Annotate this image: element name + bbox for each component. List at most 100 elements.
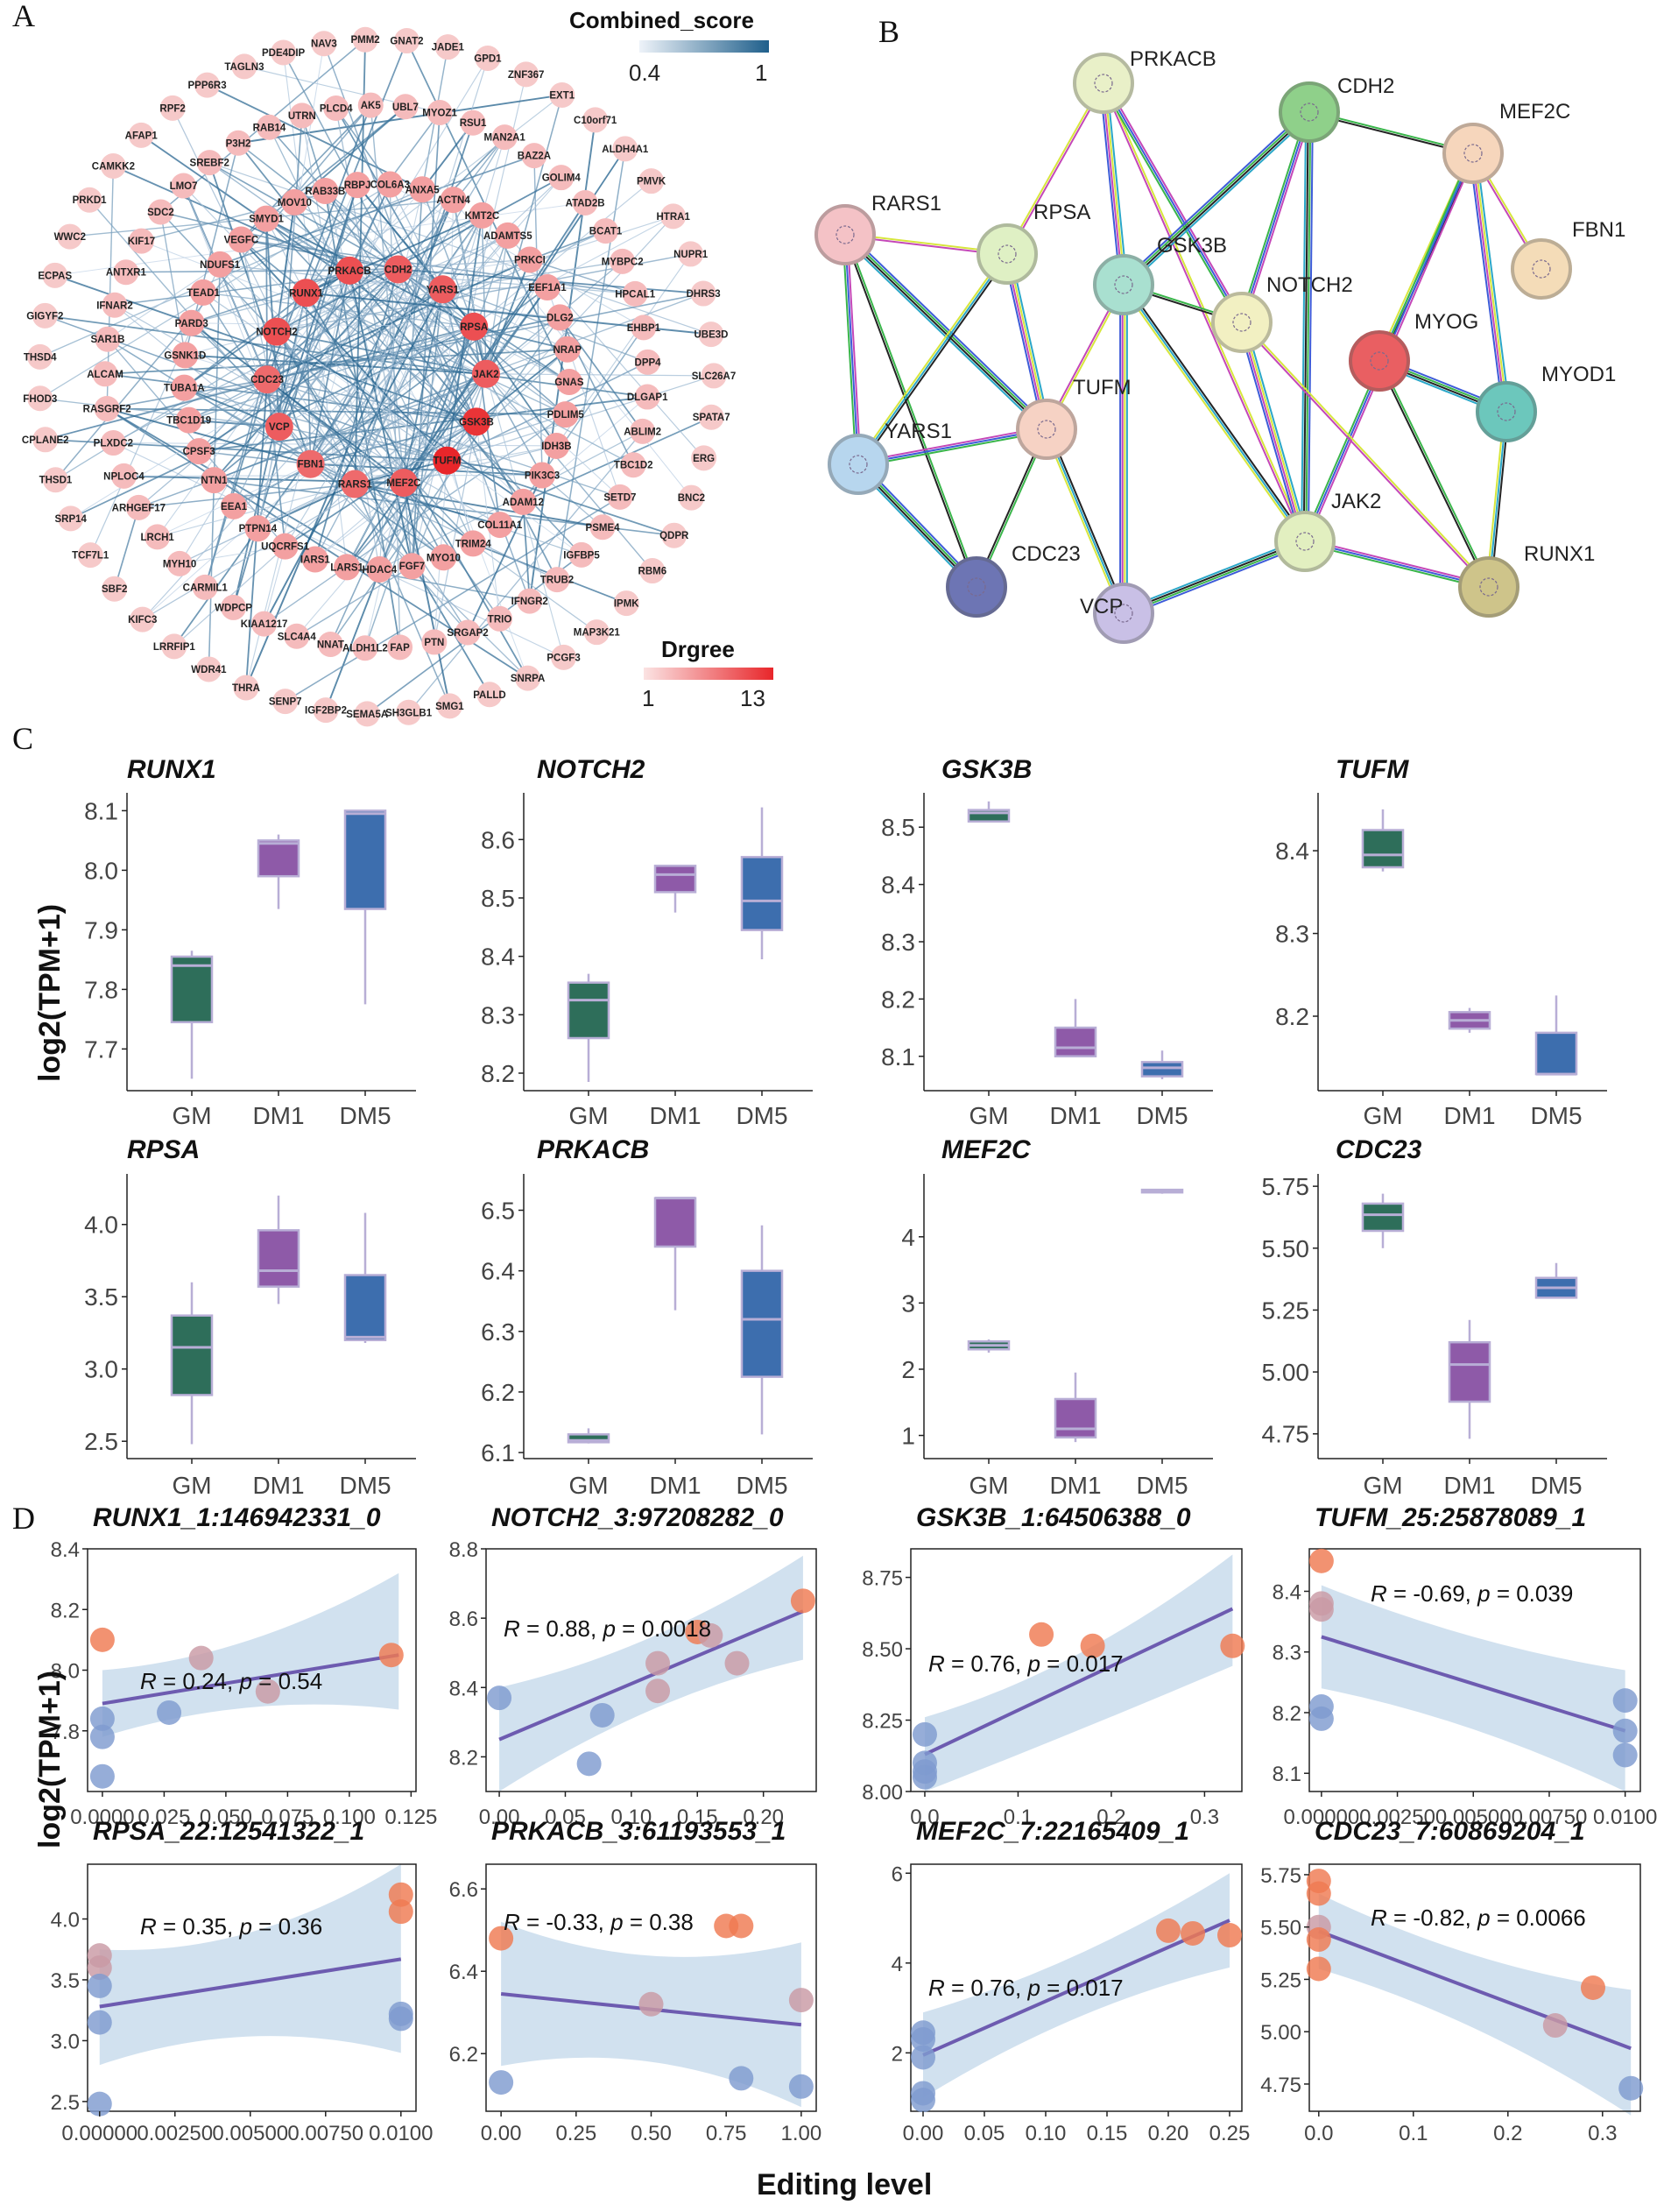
network-node-label: LMO7 xyxy=(170,181,198,192)
box-dm1 xyxy=(653,865,697,894)
y-tick-label: 6.2 xyxy=(449,2043,478,2067)
x-tick-label: DM5 xyxy=(1136,1102,1188,1129)
network-node xyxy=(409,176,436,203)
network-node-label: IGFBP5 xyxy=(563,550,600,561)
network-node-label: HDAC4 xyxy=(363,565,398,576)
network-edge xyxy=(276,330,487,375)
box-dm5 xyxy=(343,1274,387,1341)
network-node-label: PRKD1 xyxy=(73,195,108,206)
protein-structure-icon xyxy=(1479,577,1498,597)
network-edge xyxy=(233,373,487,507)
string-node-label: PRKACB xyxy=(1130,47,1216,71)
network-node-label: FAP xyxy=(390,643,410,654)
network-node xyxy=(582,107,609,133)
plot-title: TUFM_25:25878089_1 xyxy=(1315,1503,1586,1532)
network-edge xyxy=(183,185,448,462)
network-node-label: IFNGR2 xyxy=(511,597,548,607)
data-point-dm1 xyxy=(1542,2013,1568,2039)
data-point-dm1 xyxy=(638,1991,664,2017)
network-node-label: LRCH1 xyxy=(140,533,174,543)
protein-structure-icon xyxy=(1094,74,1113,93)
network-node xyxy=(161,633,187,660)
string-node-label: TUFM xyxy=(1073,376,1132,399)
string-edge xyxy=(1304,541,1490,588)
string-edge xyxy=(1123,539,1305,613)
x-tick-label: GM xyxy=(172,1472,211,1499)
network-node-label: MAP3K21 xyxy=(574,628,621,639)
panel-label-a: A xyxy=(12,0,35,33)
network-node-label: EEA1 xyxy=(221,502,248,512)
network-node xyxy=(639,558,666,584)
network-node xyxy=(296,449,325,478)
x-tick-label: 0.075 xyxy=(261,1806,314,1829)
network-node xyxy=(178,309,205,336)
string-edge xyxy=(1124,112,1311,286)
panel-label-c: C xyxy=(12,721,33,756)
data-point-dm1 xyxy=(788,1988,814,2013)
network-node xyxy=(543,432,570,459)
plot-frame xyxy=(910,1548,1243,1792)
network-node-label: NUPR1 xyxy=(673,250,709,260)
network-node xyxy=(58,505,84,532)
network-node xyxy=(583,619,610,646)
x-tick-label: 0.0 xyxy=(910,1806,939,1829)
network-edge xyxy=(202,292,448,462)
y-tick-label: 3 xyxy=(901,1290,915,1317)
y-tick-label: 8.0 xyxy=(51,1660,80,1684)
network-edge xyxy=(107,338,311,465)
network-node-label: IARS1 xyxy=(300,555,330,566)
network-node xyxy=(323,95,349,121)
network-node-label: CDC23 xyxy=(250,375,284,385)
x-tick-label: DM5 xyxy=(736,1472,787,1499)
degree-max: 13 xyxy=(740,685,765,711)
data-point-gm xyxy=(89,1706,115,1731)
network-edge xyxy=(485,95,563,375)
network-node xyxy=(551,644,577,670)
network-edge xyxy=(276,201,296,332)
network-edge xyxy=(529,230,606,261)
network-edge xyxy=(266,379,286,547)
string-edge xyxy=(1007,83,1106,256)
string-node-label: MYOG xyxy=(1414,310,1478,334)
y-tick-label: 5.75 xyxy=(1260,1864,1301,1888)
network-node xyxy=(398,553,426,580)
string-node-label: CDH2 xyxy=(1337,74,1394,98)
string-edge xyxy=(845,233,1048,429)
x-tick-label: DM1 xyxy=(1443,1102,1495,1129)
network-edge xyxy=(264,413,567,625)
network-node-label: AK5 xyxy=(361,101,382,111)
network-node-label: ANTXR1 xyxy=(106,268,147,279)
protein-structure-icon xyxy=(967,577,986,597)
network-node-label: WDR41 xyxy=(191,665,227,675)
network-edge xyxy=(310,286,548,465)
network-node-label: NAV3 xyxy=(311,39,337,50)
network-edge xyxy=(390,184,645,329)
network-node xyxy=(125,494,152,520)
network-edge xyxy=(263,288,444,625)
network-node xyxy=(225,130,251,156)
panel-label-d: D xyxy=(12,1501,35,1536)
string-edge xyxy=(1122,110,1309,285)
y-tick-label: 8.6 xyxy=(449,1608,478,1631)
plot-title: MEF2C xyxy=(941,1135,1032,1164)
network-node-label: CAMKK2 xyxy=(92,161,135,172)
y-tick-label: 8.0 xyxy=(84,857,118,884)
string-edge xyxy=(1043,429,1123,615)
network-node xyxy=(77,542,103,569)
scatterplot-mef2c-7-22165409-1: MEF2C_7:22165409_1 R = 0.76, p = 0.017 2 4 6… xyxy=(892,1817,1251,2145)
network-node-label: SAR1B xyxy=(90,335,124,345)
network-node-label: ADAMTS5 xyxy=(483,231,532,242)
data-point-dm5 xyxy=(378,1643,404,1668)
data-point-dm5 xyxy=(1080,1633,1105,1658)
network-edge xyxy=(346,420,477,568)
y-tick-label: 6.6 xyxy=(449,1878,478,1902)
data-point-gm xyxy=(87,2091,112,2117)
data-point-dm5 xyxy=(1306,1956,1331,1982)
network-node-label: PSME4 xyxy=(586,523,621,534)
data-point-dm5 xyxy=(790,1588,815,1614)
x-tick-label: DM1 xyxy=(1049,1472,1101,1499)
string-edge xyxy=(1047,428,1127,613)
network-node xyxy=(57,223,83,250)
y-tick-label: 7.8 xyxy=(84,976,118,1003)
x-tick-label: 0.0 xyxy=(1304,2122,1333,2145)
